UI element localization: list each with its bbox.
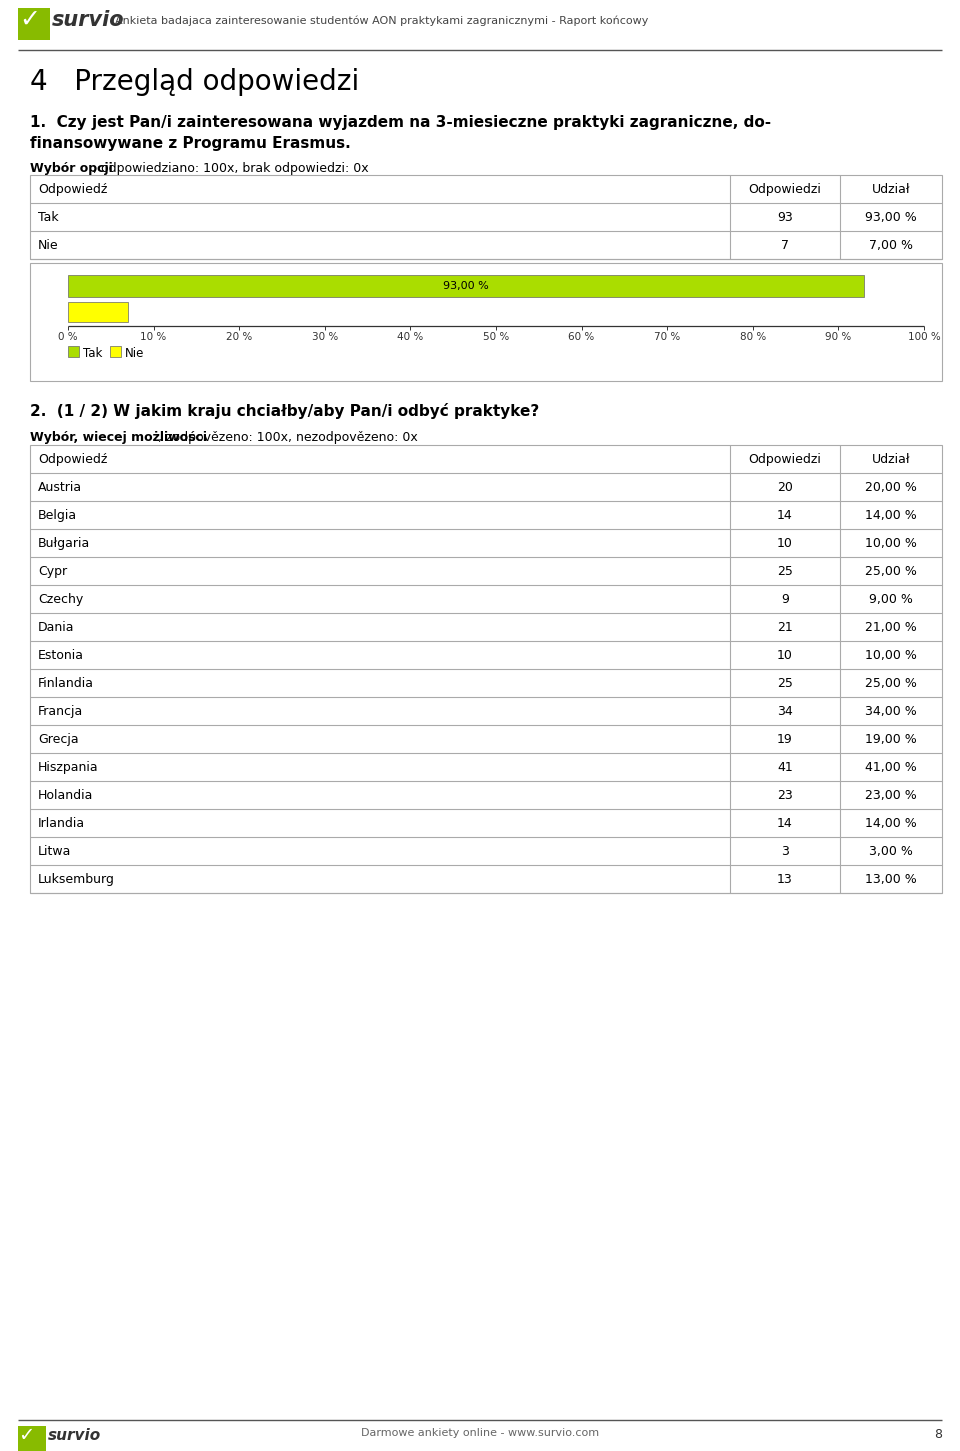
Text: 34,00 %: 34,00 % [865,705,917,718]
Text: Wybór opcji: Wybór opcji [30,163,112,176]
Text: 14,00 %: 14,00 % [865,817,917,830]
Text: Tak: Tak [38,210,59,223]
Text: 50 %: 50 % [483,332,509,342]
Bar [68,345,79,357]
Text: 10,00 %: 10,00 % [865,537,917,550]
Text: Grecja: Grecja [38,733,79,746]
Text: Francja: Francja [38,705,84,718]
Text: Ankieta badajaca zainteresowanie studentów AON praktykami zagranicznymi - Raport: Ankieta badajaca zainteresowanie student… [115,16,648,26]
Text: 19: 19 [778,733,793,746]
Text: Nie: Nie [38,239,59,252]
Text: 93,00 %: 93,00 % [865,210,917,223]
Text: 30 %: 30 % [312,332,338,342]
Text: 70 %: 70 % [654,332,681,342]
Text: 4   Przegląd odpowiedzi: 4 Przegląd odpowiedzi [30,68,359,96]
Text: 93,00 %: 93,00 % [444,281,489,292]
Text: 23: 23 [778,789,793,802]
Text: Luksemburg: Luksemburg [38,874,115,887]
Text: 25,00 %: 25,00 % [865,678,917,691]
Text: 100 %: 100 % [907,332,941,342]
Text: 25: 25 [777,564,793,577]
Text: ✓: ✓ [18,1426,35,1445]
Text: Odpowiedź: Odpowiedź [38,183,108,196]
Text: Finlandia: Finlandia [38,678,94,691]
Text: 80 %: 80 % [739,332,766,342]
Text: , odpowiedziano: 100x, brak odpowiedzi: 0x: , odpowiedziano: 100x, brak odpowiedzi: … [93,163,369,176]
Text: Bułgaria: Bułgaria [38,537,90,550]
Text: 25,00 %: 25,00 % [865,564,917,577]
Text: Irlandia: Irlandia [38,817,85,830]
Text: 2.  (1 / 2) W jakim kraju chciałby/aby Pan/i odbyć praktyke?: 2. (1 / 2) W jakim kraju chciałby/aby Pa… [30,403,540,419]
Text: 41: 41 [778,760,793,773]
Text: Hiszpania: Hiszpania [38,760,99,773]
Text: 23,00 %: 23,00 % [865,789,917,802]
Text: finansowywane z Programu Erasmus.: finansowywane z Programu Erasmus. [30,136,350,151]
Text: survio: survio [52,10,125,30]
Text: 9: 9 [781,593,789,607]
Text: 7: 7 [781,239,789,252]
Text: Cypr: Cypr [38,564,67,577]
Text: 25: 25 [777,678,793,691]
Text: 60 %: 60 % [568,332,595,342]
Bar [30,176,942,258]
Text: Odpowiedzi: Odpowiedzi [749,183,822,196]
Text: Udział: Udział [872,183,910,196]
Text: 1.  Czy jest Pan/i zainteresowana wyjazdem na 3-miesieczne praktyki zagraniczne,: 1. Czy jest Pan/i zainteresowana wyjazde… [30,115,771,131]
Text: 7,00 %: 7,00 % [869,239,913,252]
Text: 14,00 %: 14,00 % [865,509,917,522]
Text: Darmowe ankiety online - www.survio.com: Darmowe ankiety online - www.survio.com [361,1428,599,1438]
Text: 14: 14 [778,509,793,522]
Text: 10: 10 [777,649,793,662]
Text: 0 %: 0 % [59,332,78,342]
Text: 20,00 %: 20,00 % [865,480,917,493]
Text: , zodpovězeno: 100x, nezodpovězeno: 0x: , zodpovězeno: 100x, nezodpovězeno: 0x [158,431,418,444]
Text: Udział: Udział [872,453,910,466]
Text: Dania: Dania [38,621,75,634]
Text: Austria: Austria [38,480,83,493]
Text: 41,00 %: 41,00 % [865,760,917,773]
Text: Wybór, wiecej możliwości: Wybór, wiecej możliwości [30,431,207,444]
Text: 3,00 %: 3,00 % [869,844,913,858]
Text: 40 %: 40 % [397,332,423,342]
Text: Czechy: Czechy [38,593,84,607]
Bar [68,276,864,297]
Text: 10: 10 [777,537,793,550]
Text: ✓: ✓ [19,9,40,32]
Text: Odpowiedzi: Odpowiedzi [749,453,822,466]
Text: 21,00 %: 21,00 % [865,621,917,634]
Text: 10,00 %: 10,00 % [865,649,917,662]
Text: 19,00 %: 19,00 % [865,733,917,746]
Text: survio: survio [48,1428,101,1442]
Bar [18,9,50,41]
Text: 93: 93 [778,210,793,223]
Bar [18,1426,46,1451]
Bar [68,302,128,322]
Text: Odpowiedź: Odpowiedź [38,453,108,466]
Text: Litwa: Litwa [38,844,71,858]
Text: 13: 13 [778,874,793,887]
Text: 34: 34 [778,705,793,718]
Bar [30,263,942,382]
Text: 3: 3 [781,844,789,858]
Text: Nie: Nie [125,347,144,360]
Text: 13,00 %: 13,00 % [865,874,917,887]
Text: 10 %: 10 % [140,332,167,342]
Text: 14: 14 [778,817,793,830]
Text: 20: 20 [777,480,793,493]
Text: 20 %: 20 % [226,332,252,342]
Text: 90 %: 90 % [826,332,852,342]
Text: Belgia: Belgia [38,509,77,522]
Text: 9,00 %: 9,00 % [869,593,913,607]
Text: Tak: Tak [83,347,103,360]
Text: 21: 21 [778,621,793,634]
Text: 8: 8 [934,1428,942,1441]
Text: Estonia: Estonia [38,649,84,662]
Bar [30,445,942,892]
Bar [110,345,121,357]
Text: Holandia: Holandia [38,789,93,802]
